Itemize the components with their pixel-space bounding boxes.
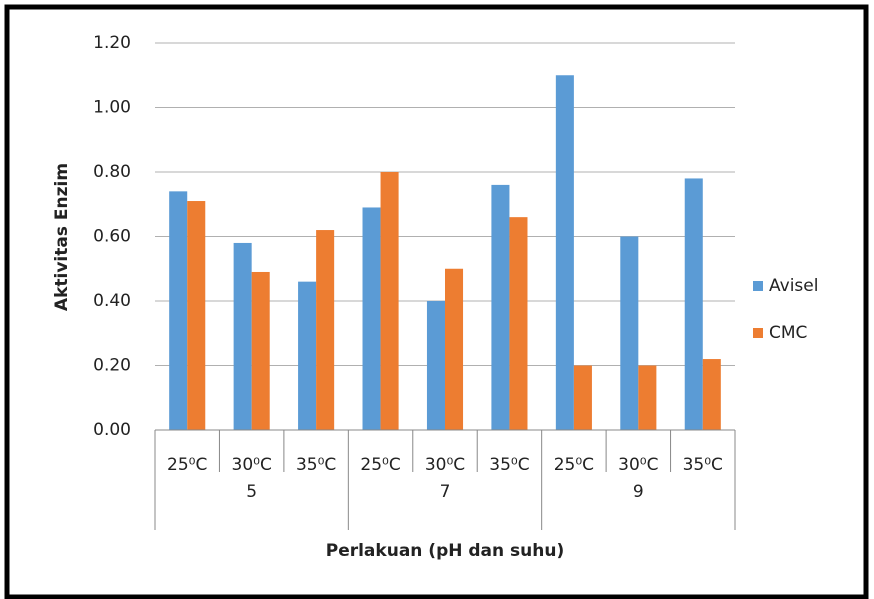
- bar: [638, 365, 657, 430]
- y-tick-label: 1.00: [93, 98, 131, 118]
- bar: [555, 75, 574, 430]
- x-axis-title: Perlakuan (pH dan suhu): [326, 541, 565, 561]
- x-tick-label: 25⁰C: [360, 455, 400, 475]
- x-tick-label: 35⁰C: [296, 455, 336, 475]
- x-tick-label: 35⁰C: [489, 455, 529, 475]
- bar: [509, 217, 528, 430]
- x-tick-label: 35⁰C: [683, 455, 723, 475]
- bar: [233, 242, 252, 430]
- y-tick-label: 1.20: [93, 33, 131, 53]
- group-label: 5: [246, 482, 257, 502]
- bar: [251, 271, 270, 430]
- legend-label: Avisel: [769, 276, 818, 296]
- y-tick-label: 0.80: [93, 162, 131, 182]
- y-tick-label: 0.20: [93, 356, 131, 376]
- y-axis-title: Aktivitas Enzim: [52, 163, 72, 311]
- legend-swatch: [753, 281, 763, 291]
- x-tick-label: 25⁰C: [554, 455, 594, 475]
- x-tick-label: 25⁰C: [167, 455, 207, 475]
- legend-label: CMC: [769, 323, 807, 343]
- group-label: 7: [440, 482, 451, 502]
- bar: [169, 191, 188, 430]
- bar: [380, 172, 399, 430]
- y-tick-label: 0.60: [93, 227, 131, 247]
- bar: [445, 268, 464, 430]
- x-tick-label: 30⁰C: [618, 455, 658, 475]
- group-label: 9: [633, 482, 644, 502]
- bar: [426, 301, 445, 430]
- bar: [573, 365, 592, 430]
- frame: [4, 4, 869, 599]
- bar: [298, 281, 317, 430]
- bar: [684, 178, 703, 430]
- x-tick-label: 30⁰C: [232, 455, 272, 475]
- bar: [620, 236, 639, 430]
- bar: [702, 359, 721, 430]
- bar: [316, 230, 335, 430]
- y-tick-label: 0.40: [93, 291, 131, 311]
- bar: [362, 207, 381, 430]
- x-tick-label: 30⁰C: [425, 455, 465, 475]
- y-tick-label: 0.00: [93, 420, 131, 440]
- legend-swatch: [753, 328, 763, 338]
- bar: [187, 201, 206, 430]
- bar: [491, 184, 510, 430]
